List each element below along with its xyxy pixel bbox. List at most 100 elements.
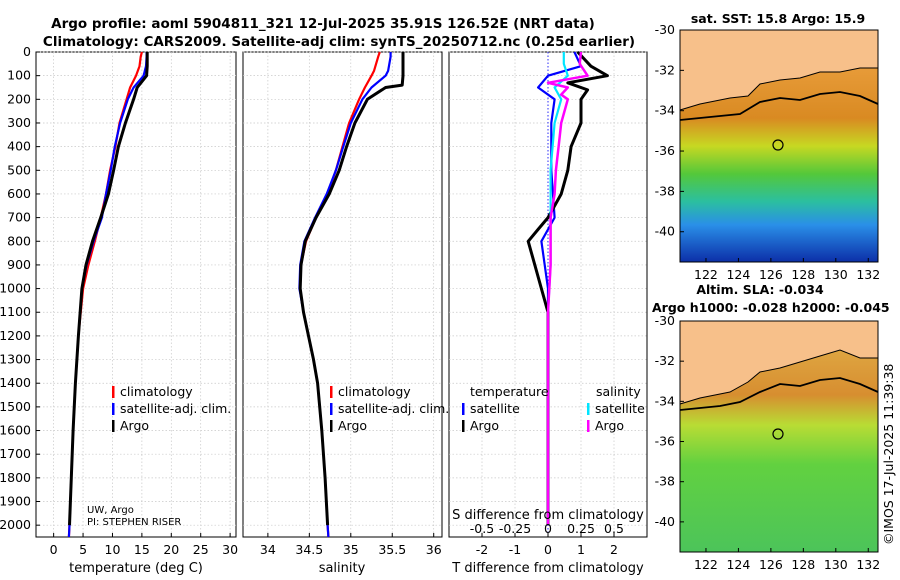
legend-satellite-s: satellite-adj. clim.	[338, 401, 449, 416]
legend-sal-satellite: satellite	[595, 401, 645, 416]
sla-map-subtitle: Argo h1000: -0.028 h2000: -0.045	[652, 300, 890, 315]
x-tick-label: 2	[610, 542, 618, 557]
legend-climatology: climatology	[120, 384, 193, 399]
x-tick-label: 34.5	[295, 542, 323, 557]
legend-swatch-sal-satellite	[587, 403, 590, 415]
x-tick-label: 5	[79, 542, 87, 557]
legend-header-salinity: salinity	[596, 384, 641, 399]
y-tick-label: 1600	[0, 423, 31, 438]
map-y-tick-label: -34	[655, 103, 675, 118]
x-tick-label: 35	[343, 542, 359, 557]
temperature-axes-frame	[35, 51, 237, 538]
legend-swatch-satellite	[112, 403, 115, 415]
y-tick-label: 300	[7, 115, 31, 130]
x-tick-label: 35.5	[378, 542, 406, 557]
y-tick-label: 2000	[0, 517, 31, 532]
y-tick-label: 1700	[0, 446, 31, 461]
legend-argo-s: Argo	[338, 418, 367, 433]
salinity-xlabel: salinity	[319, 561, 366, 576]
map-y-tick-label: -40	[655, 224, 675, 239]
legend-swatch-sal-argo	[587, 420, 590, 432]
sla-front-line	[679, 377, 879, 411]
secondary-x-tick-label: 0.25	[567, 521, 595, 536]
legend-swatch-climatology	[112, 386, 115, 398]
map-y-tick-label: -30	[655, 313, 675, 328]
legend-argo: Argo	[120, 418, 149, 433]
sst-map-frame	[679, 29, 879, 263]
salinity-legend: climatology satellite-adj. clim. Argo	[330, 384, 449, 433]
series-line-salinity-argo	[546, 51, 589, 526]
y-tick-label: 0	[23, 44, 31, 59]
legend-climatology-s: climatology	[338, 384, 411, 399]
legend-swatch-satellite-s	[330, 403, 333, 415]
legend-satellite: satellite-adj. clim.	[120, 401, 231, 416]
title-line-1: Argo profile: aoml 5904811_321 12-Jul-20…	[51, 16, 595, 32]
map-x-tick-label: 128	[791, 267, 815, 282]
map-y-tick-label: -40	[655, 514, 675, 529]
map-y-tick-label: -30	[655, 22, 675, 37]
difference-legend: temperature salinity satellite Argo sate…	[462, 384, 645, 433]
sla-map: Altim. SLA: -0.034 Argo h1000: -0.028 h2…	[652, 282, 890, 572]
difference-secondary-xlabel: S difference from climatology	[452, 508, 644, 523]
sla-map-frame	[679, 320, 879, 553]
salinity-panel: 34 34.5 35 35.5 36 salinity climatology sate…	[242, 51, 449, 576]
legend-swatch-argo-s	[330, 420, 333, 432]
sst-coast-line	[679, 67, 878, 111]
y-tick-label: 1800	[0, 470, 31, 485]
y-tick-label: 800	[7, 233, 31, 248]
credit-line-1: UW, Argo	[87, 505, 134, 516]
secondary-x-tick-label: -0.5	[470, 521, 494, 536]
y-tick-label: 1200	[0, 328, 31, 343]
legend-swatch-climatology-s	[330, 386, 333, 398]
map-x-tick-label: 130	[824, 557, 848, 572]
map-x-tick-label: 130	[824, 267, 848, 282]
sla-argo-marker	[772, 428, 784, 440]
temperature-panel: 0100200300400500600700800900100011001200…	[0, 44, 238, 576]
y-tick-label: 400	[7, 139, 31, 154]
y-tick-label: 100	[7, 68, 31, 83]
y-tick-label: 700	[7, 210, 31, 225]
temperature-legend: climatology satellite-adj. clim. Argo	[112, 384, 231, 433]
legend-swatch-argo	[112, 420, 115, 432]
secondary-x-tick-label: 0.5	[604, 521, 624, 536]
x-tick-label: 25	[193, 542, 209, 557]
map-x-tick-label: 124	[726, 557, 750, 572]
sla-map-title: Altim. SLA: -0.034	[696, 282, 824, 297]
sst-argo-marker	[772, 139, 784, 151]
secondary-x-tick-label: -0.25	[499, 521, 531, 536]
y-tick-label: 900	[7, 257, 31, 272]
x-tick-label: 15	[134, 542, 150, 557]
legend-header-temperature: temperature	[470, 384, 549, 399]
map-x-tick-label: 128	[791, 557, 815, 572]
legend-swatch-temp-satellite	[462, 403, 465, 415]
x-tick-label: 20	[163, 542, 179, 557]
y-tick-label: 1500	[0, 399, 31, 414]
sla-land	[680, 321, 878, 404]
map-y-tick-label: -36	[655, 434, 675, 449]
series-line-argo	[298, 52, 405, 526]
x-tick-label: 10	[105, 542, 121, 557]
legend-temp-satellite: satellite	[470, 401, 520, 416]
y-tick-label: 500	[7, 162, 31, 177]
y-tick-label: 1300	[0, 352, 31, 367]
title-line-2: Climatology: CARS2009. Satellite-adj cli…	[43, 34, 635, 50]
y-tick-label: 600	[7, 186, 31, 201]
map-x-tick-label: 124	[726, 267, 750, 282]
sst-map-title: sat. SST: 15.8 Argo: 15.9	[691, 11, 865, 26]
map-y-tick-label: -38	[655, 183, 675, 198]
x-tick-label: 1	[577, 542, 585, 557]
credit-line-2: PI: STEPHEN RISER	[87, 517, 181, 528]
series-line-argo	[68, 52, 149, 526]
y-tick-label: 1100	[0, 304, 31, 319]
x-tick-label: 36	[426, 542, 442, 557]
y-tick-label: 1900	[0, 494, 31, 509]
x-tick-label: 0	[544, 542, 552, 557]
sla-coast-line	[679, 349, 878, 405]
salinity-axes-frame	[242, 51, 443, 538]
timestamp-watermark: ©IMOS 17-Jul-2025 11:39:38	[881, 364, 896, 545]
map-x-tick-label: 122	[694, 557, 718, 572]
y-tick-label: 1400	[0, 375, 31, 390]
sst-map: sat. SST: 15.8 Argo: 15.9 122 124 126 128 13…	[655, 11, 881, 282]
map-x-tick-label: 122	[694, 267, 718, 282]
